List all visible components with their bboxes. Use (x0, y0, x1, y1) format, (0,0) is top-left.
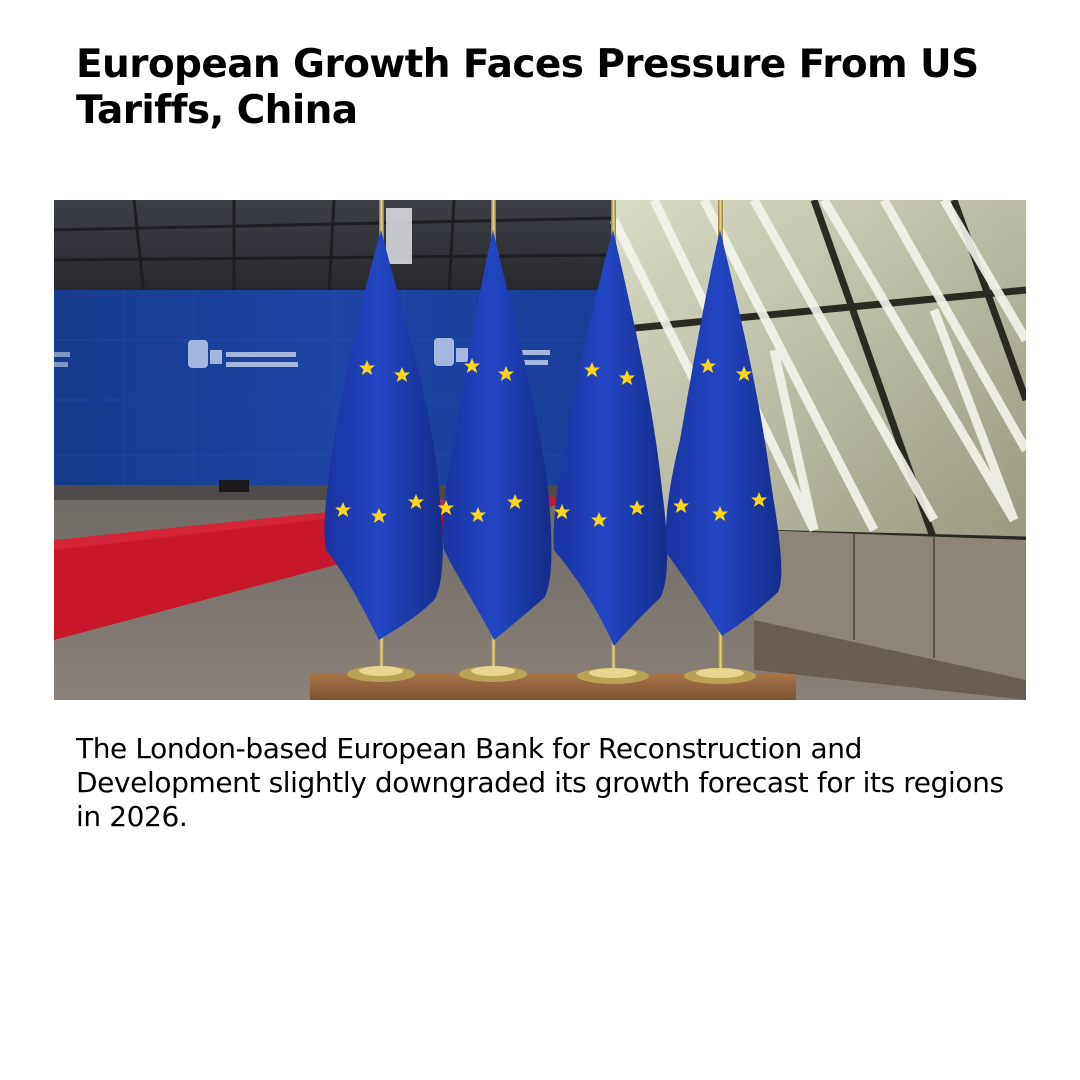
council-logo-left (188, 340, 298, 368)
eu-flag (665, 200, 782, 684)
eu-flag (553, 200, 668, 684)
council-logo-right (434, 338, 550, 366)
article-headline[interactable]: European Growth Faces Pressure From US T… (76, 42, 979, 133)
eu-flag (324, 200, 443, 682)
article-image[interactable] (54, 200, 1026, 700)
eu-flags-photo (54, 200, 1026, 700)
eu-flag (438, 200, 552, 682)
article-summary: The London-based European Bank for Recon… (76, 732, 1004, 833)
